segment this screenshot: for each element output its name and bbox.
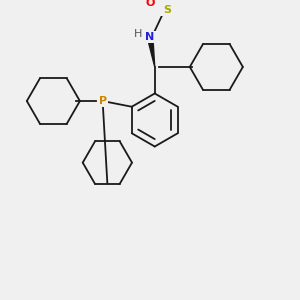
Text: S: S <box>163 5 171 15</box>
Text: O: O <box>145 0 155 8</box>
Text: P: P <box>99 96 107 106</box>
Text: N: N <box>146 32 154 42</box>
Text: H: H <box>134 29 142 39</box>
Polygon shape <box>147 36 155 67</box>
